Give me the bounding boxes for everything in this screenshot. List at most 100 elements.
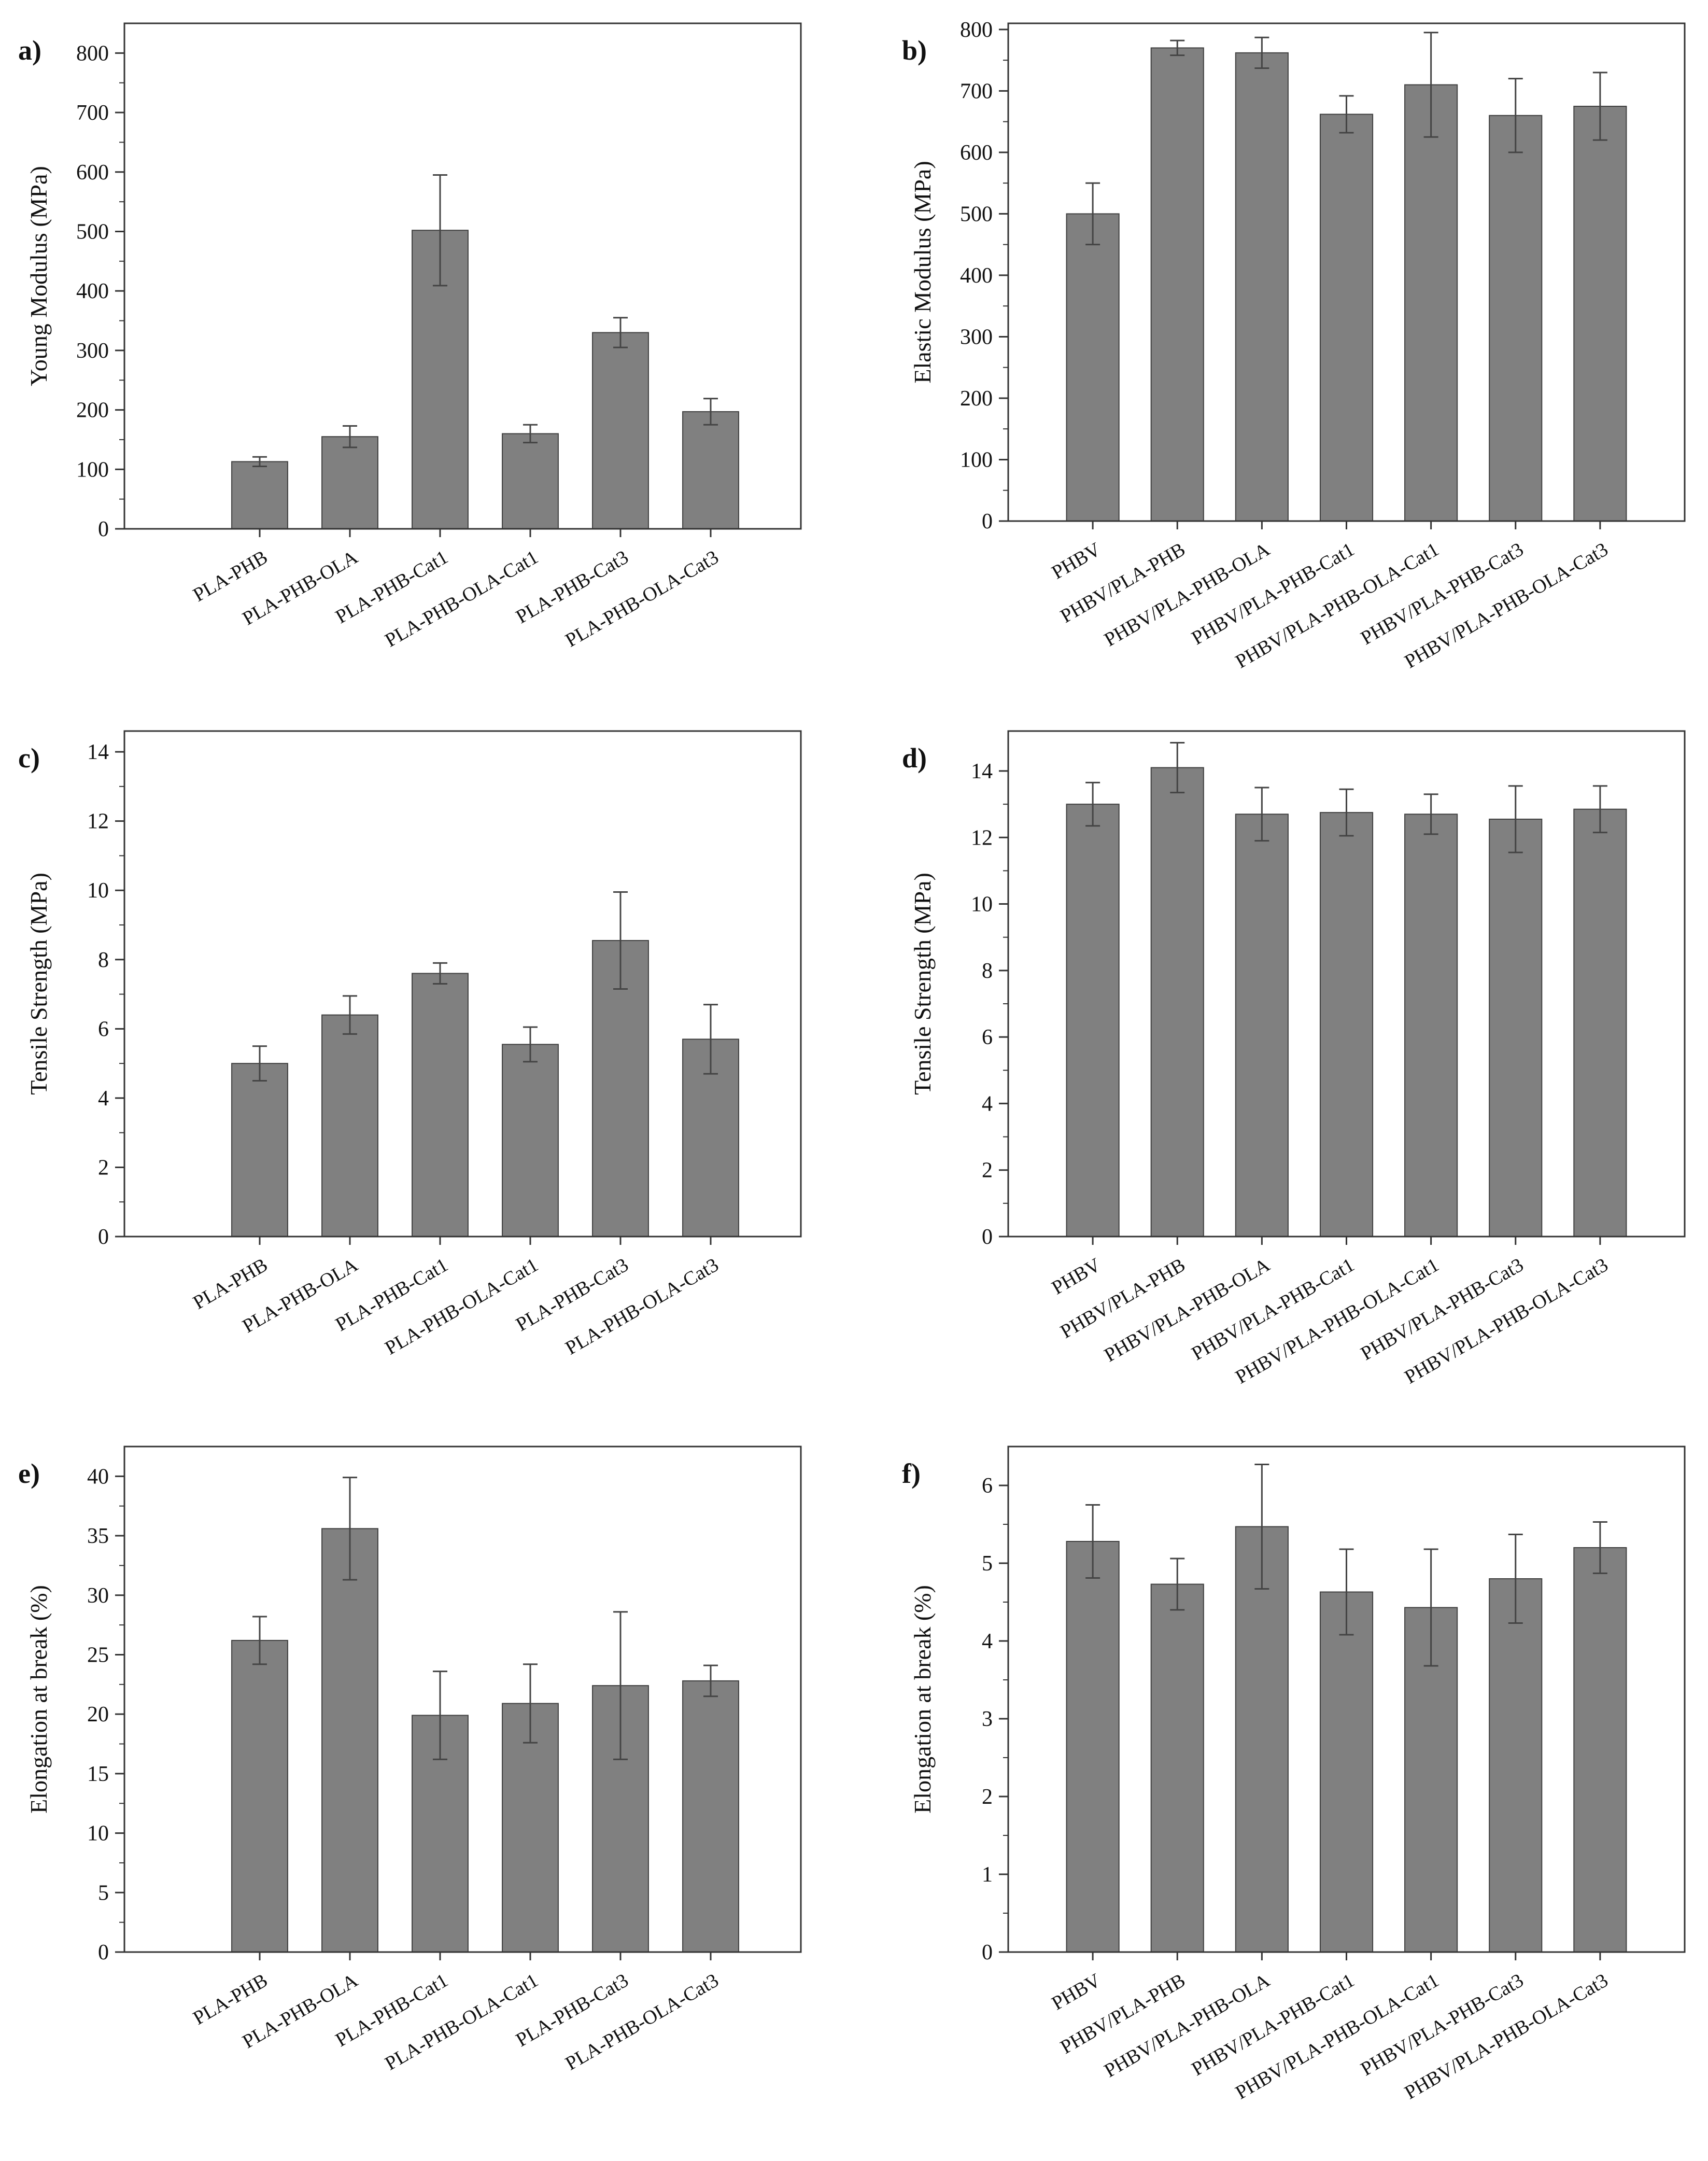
y-tick-label: 2 (98, 1156, 109, 1180)
bar (1319, 1591, 1374, 1953)
bar (1066, 804, 1120, 1237)
bar (682, 1680, 739, 1953)
y-tick-label: 0 (98, 1225, 109, 1249)
bar (1573, 106, 1627, 522)
bar (1066, 213, 1120, 522)
y-tick-label: 0 (982, 1225, 993, 1249)
y-tick-label: 400 (76, 279, 109, 303)
panel-letter: d) (902, 742, 927, 774)
x-category-label: PLA-PHB-OLA-Cat1 (382, 1254, 542, 1359)
bar (231, 1639, 288, 1953)
y-tick-label: 0 (98, 517, 109, 541)
y-tick-label: 25 (87, 1643, 109, 1667)
y-tick-label: 8 (98, 948, 109, 972)
y-tick-label: 700 (960, 79, 993, 103)
y-tick-label: 0 (98, 1941, 109, 1964)
bar (321, 1528, 378, 1953)
y-tick-label: 2 (982, 1785, 993, 1809)
y-tick-label: 1 (982, 1863, 993, 1887)
y-tick-label: 5 (98, 1881, 109, 1905)
y-tick-label: 700 (76, 101, 109, 125)
bar (592, 332, 649, 529)
plot-frame (1007, 1446, 1686, 1953)
y-tick-label: 14 (87, 740, 109, 764)
y-tick-label: 15 (87, 1762, 109, 1786)
bar (502, 1703, 559, 1953)
panel-letter: a) (18, 35, 41, 66)
y-tick-label: 300 (76, 339, 109, 363)
y-axis-title: Elongation at break (%) (25, 1585, 52, 1814)
y-tick-label: 800 (76, 41, 109, 65)
bar (502, 433, 559, 529)
x-category-label: PLA-PHB-OLA-Cat3 (562, 1969, 723, 2074)
y-tick-label: 6 (98, 1017, 109, 1041)
y-tick-label: 500 (960, 202, 993, 226)
plot-frame (123, 22, 802, 530)
bar (1573, 808, 1627, 1237)
x-category-label: PHBV (1048, 1254, 1105, 1299)
x-category-label: PLA-PHB-OLA-Cat3 (562, 1254, 723, 1359)
panel-letter: c) (18, 742, 40, 774)
y-tick-label: 20 (87, 1703, 109, 1727)
y-tick-label: 35 (87, 1524, 109, 1548)
bar (1319, 114, 1374, 522)
x-category-label: PLA-PHB-OLA-Cat1 (382, 546, 542, 651)
y-axis-title: Elastic Modulus (MPa) (909, 161, 936, 383)
y-tick-label: 500 (76, 220, 109, 244)
y-tick-label: 0 (982, 510, 993, 534)
chart-panel-1: a) 0 100 200 300 400 500 600 700 800 Young Modulus… (18, 22, 802, 652)
plot-frame (123, 730, 802, 1238)
y-tick-label: 12 (971, 826, 993, 850)
y-tick-label: 40 (87, 1465, 109, 1489)
bar (1150, 47, 1204, 522)
y-tick-label: 6 (982, 1026, 993, 1049)
bar (231, 1063, 288, 1238)
y-tick-label: 2 (982, 1159, 993, 1183)
y-tick-label: 300 (960, 325, 993, 349)
bar (1319, 812, 1374, 1238)
y-tick-label: 200 (76, 399, 109, 423)
chart-panel-5: e) 0 5 10 15 20 25 30 35 40 Elongation at break (%… (18, 1446, 802, 2075)
x-category-label: PLA-PHB (189, 546, 271, 606)
y-axis-title: Elongation at break (%) (909, 1585, 936, 1814)
y-tick-label: 200 (960, 387, 993, 411)
y-tick-label: 100 (76, 458, 109, 482)
bar (231, 461, 288, 529)
x-category-label: PLA-PHB-OLA-Cat1 (382, 1969, 542, 2074)
panel-letter: b) (902, 35, 927, 66)
y-tick-label: 5 (982, 1552, 993, 1576)
y-axis-title: Tensile Strength (MPa) (25, 873, 52, 1095)
bar (1066, 1541, 1120, 1953)
y-axis-title: Tensile Strength (MPa) (909, 873, 936, 1095)
bar (1150, 767, 1204, 1237)
y-tick-label: 10 (87, 879, 109, 903)
bar (321, 1014, 378, 1238)
bar (412, 973, 469, 1237)
x-category-label: PLA-PHB-OLA-Cat3 (562, 546, 723, 651)
y-tick-label: 10 (971, 893, 993, 917)
bar (1235, 52, 1289, 522)
bar (1489, 115, 1543, 522)
y-tick-label: 30 (87, 1584, 109, 1608)
y-tick-label: 0 (982, 1941, 993, 1964)
panel-letter: f) (902, 1458, 921, 1489)
x-category-label: PHBV (1048, 538, 1105, 583)
y-tick-label: 8 (982, 959, 993, 983)
bar (502, 1044, 559, 1238)
bar (321, 436, 378, 529)
y-tick-label: 12 (87, 810, 109, 834)
y-tick-label: 100 (960, 448, 993, 472)
y-tick-label: 6 (982, 1474, 993, 1498)
y-tick-label: 4 (98, 1087, 109, 1111)
y-tick-label: 400 (960, 264, 993, 288)
chart-panel-3: c) 0 2 4 6 8 10 12 14 Tensile Strength (MPa) PLA-P… (18, 730, 802, 1359)
bar (1489, 1578, 1543, 1953)
bar (1573, 1547, 1627, 1953)
y-tick-label: 4 (982, 1630, 993, 1653)
y-tick-label: 4 (982, 1092, 993, 1116)
y-tick-label: 600 (960, 141, 993, 165)
x-category-label: PLA-PHB (189, 1969, 271, 2029)
